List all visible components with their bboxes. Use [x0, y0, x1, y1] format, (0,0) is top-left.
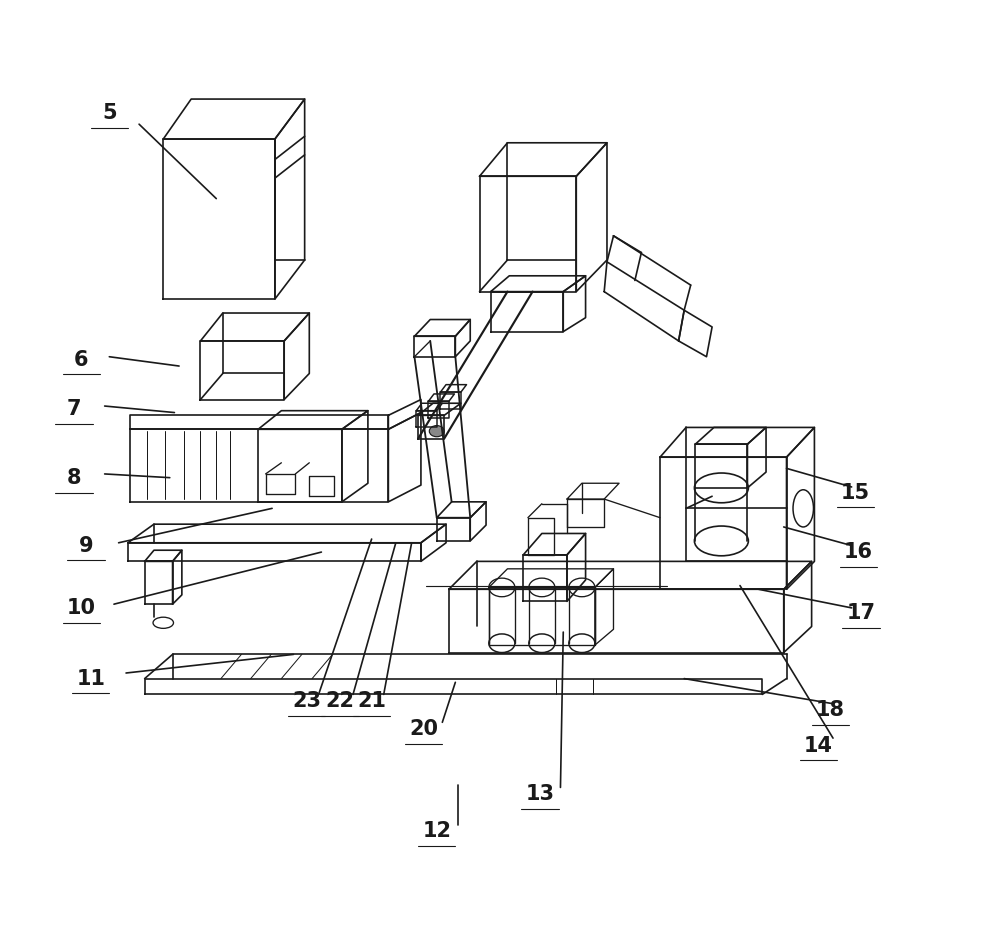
Text: 5: 5 [102, 103, 117, 123]
Text: 17: 17 [846, 604, 875, 623]
Text: 22: 22 [326, 691, 355, 711]
Text: 12: 12 [422, 821, 451, 842]
Text: 6: 6 [74, 350, 89, 369]
Text: 15: 15 [841, 482, 870, 503]
Text: 9: 9 [79, 536, 93, 555]
Text: 10: 10 [67, 598, 96, 618]
Text: 20: 20 [409, 718, 438, 739]
Text: 16: 16 [844, 542, 873, 562]
Text: 18: 18 [816, 701, 845, 720]
Ellipse shape [429, 425, 444, 437]
Text: 21: 21 [357, 691, 386, 711]
Text: 11: 11 [76, 669, 105, 689]
Text: 14: 14 [804, 735, 833, 756]
Text: 23: 23 [292, 691, 321, 711]
Text: 8: 8 [67, 467, 81, 488]
Text: 7: 7 [67, 398, 81, 419]
Text: 13: 13 [525, 784, 554, 804]
